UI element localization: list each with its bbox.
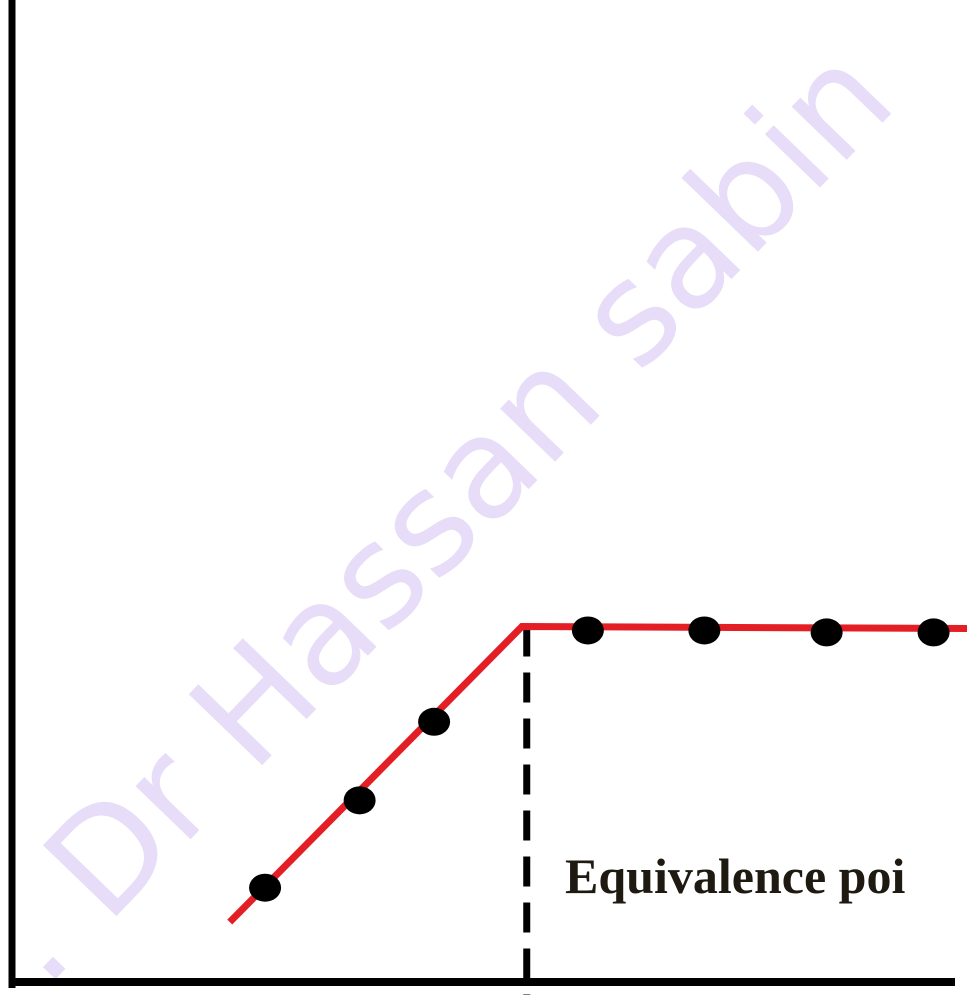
data-point (810, 618, 843, 647)
data-point (688, 616, 721, 645)
data-point (343, 786, 376, 815)
data-point (917, 618, 950, 647)
data-point (249, 873, 282, 902)
data-point (418, 707, 451, 736)
annotation: Equivalence poi (565, 848, 905, 904)
data-point (571, 616, 604, 645)
